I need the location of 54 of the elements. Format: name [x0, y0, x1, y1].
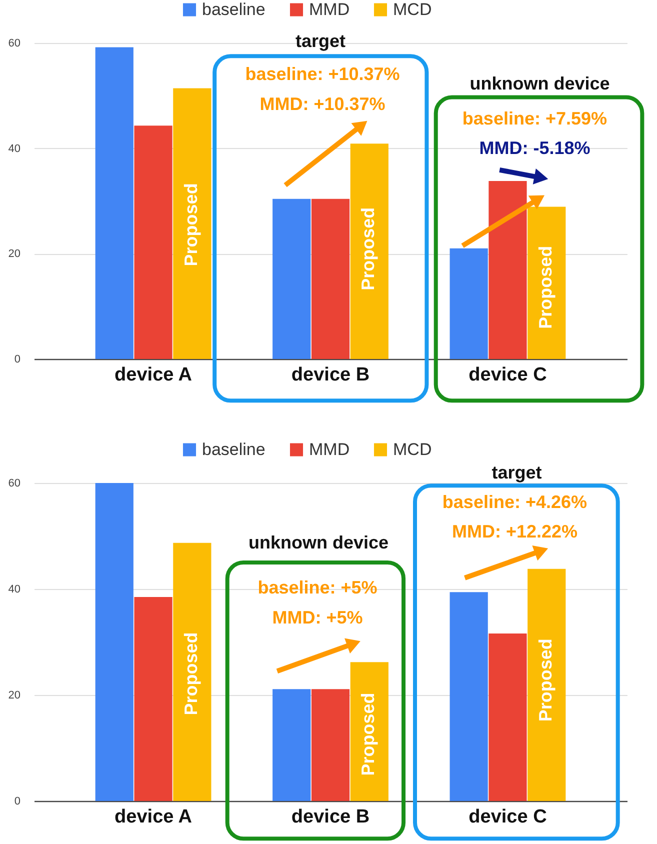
annotation: Proposed [358, 692, 378, 776]
bar [95, 47, 134, 359]
annotation: MMD: +12.22% [452, 521, 578, 542]
legend-label: baseline [202, 0, 266, 19]
x-tick-label: device B [291, 806, 370, 828]
y-tick-label: 60 [8, 478, 20, 490]
bar [528, 206, 566, 359]
x-tick-label: device B [291, 364, 370, 386]
legend-label: MCD [393, 0, 432, 19]
x-tick-label: device A [114, 364, 192, 386]
annotation: baseline: +4.26% [442, 492, 588, 512]
annotation: unknown device [248, 532, 389, 552]
bar [272, 689, 311, 801]
annotation: baseline: +7.59% [462, 108, 608, 128]
bar [311, 198, 350, 359]
legend-label: MMD [309, 0, 350, 19]
x-tick-label: device A [114, 806, 192, 828]
bar [350, 662, 388, 801]
bar [311, 689, 350, 801]
annotation: MMD: +5% [272, 608, 363, 628]
bar [528, 568, 566, 801]
bar [450, 592, 488, 801]
bar [134, 596, 172, 801]
annotation: MMD: -5.18% [479, 138, 590, 158]
annotation: Proposed [180, 632, 201, 716]
bar [272, 198, 311, 359]
annotation: baseline: +5% [258, 577, 378, 598]
annotation: MMD: +10.37% [260, 94, 386, 114]
x-tick-label: device C [468, 806, 548, 828]
y-tick-label: 20 [8, 690, 20, 702]
annotation: Proposed [535, 246, 556, 329]
y-tick-label: 0 [14, 354, 20, 366]
x-tick-label: device C [468, 364, 548, 386]
annotation: Proposed [358, 207, 378, 290]
annotation: Proposed [180, 183, 201, 266]
annotation: target [295, 30, 346, 51]
y-tick-label: 40 [8, 142, 20, 155]
legend-label: MMD [309, 440, 350, 459]
bar [134, 126, 172, 359]
bar [95, 483, 134, 801]
bar [350, 144, 388, 359]
y-tick-label: 20 [8, 248, 20, 260]
text: target [492, 462, 542, 482]
bar [173, 542, 212, 801]
y-tick-label: 60 [8, 38, 20, 50]
annotation: baseline: +10.37% [245, 64, 400, 84]
legend-label: MCD [393, 440, 432, 459]
y-tick-label: 0 [14, 796, 20, 808]
y-tick-label: 40 [8, 584, 20, 596]
annotation: unknown device [470, 74, 610, 94]
bar [173, 88, 212, 359]
legend-label: baseline [202, 440, 266, 459]
bar [488, 634, 527, 801]
annotation: Proposed [535, 638, 556, 722]
